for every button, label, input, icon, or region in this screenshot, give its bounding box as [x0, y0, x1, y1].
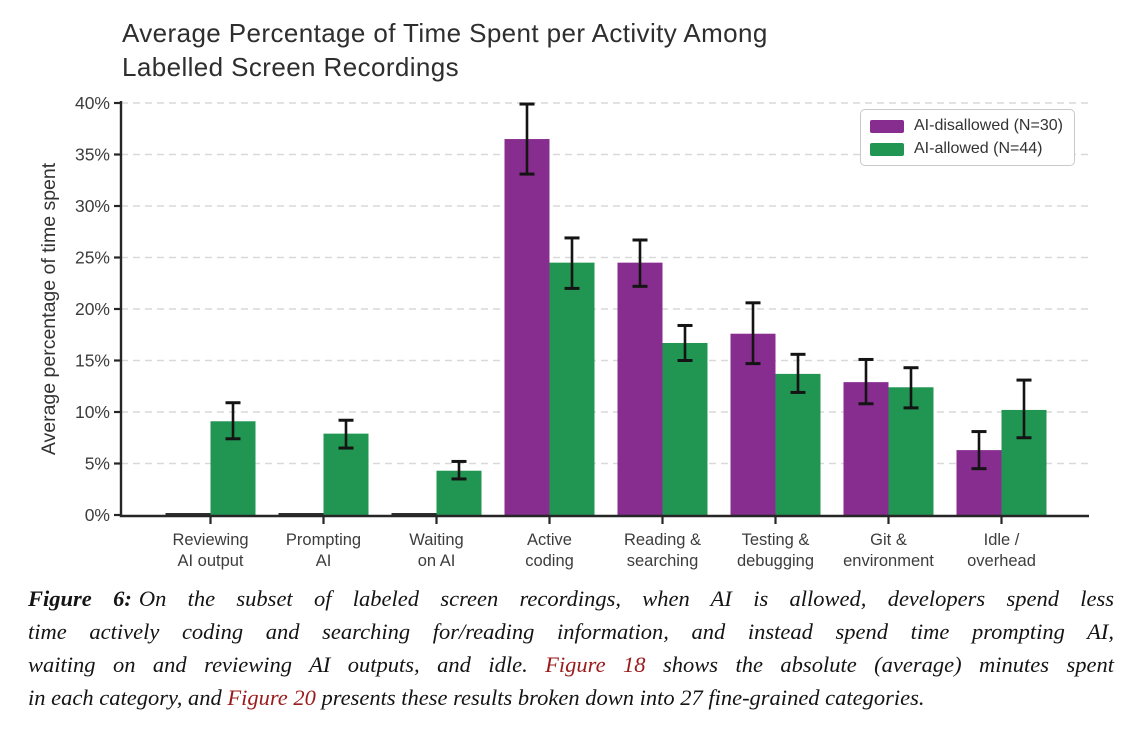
caption-text: presents these results broken down into …: [315, 685, 925, 710]
legend-label-ai-disallowed: AI-disallowed (N=30): [914, 117, 1063, 134]
y-tick-label: 20%: [75, 299, 110, 319]
caption-text: On the subset of labeled screen recordin…: [138, 586, 1115, 611]
figure-reference-link[interactable]: Figure 20: [227, 685, 316, 710]
legend-label-ai-allowed: AI-allowed (N=44): [914, 140, 1043, 157]
chart-title-line1: Average Percentage of Time Spent per Act…: [122, 18, 768, 48]
caption-text: time actively coding and searching for/r…: [28, 619, 1114, 644]
legend-item-ai-disallowed: AI-disallowed (N=30): [870, 117, 1063, 135]
x-tick-label: searching: [627, 552, 699, 570]
bar-ai-disallowed-4: [504, 139, 550, 516]
y-axis-title: Average percentage of time spent: [38, 162, 60, 455]
bar-ai-allowed-6: [775, 373, 821, 515]
caption-line-4: in each category, and Figure 20 presents…: [28, 681, 1114, 714]
caption-figure-label: Figure 6:: [28, 586, 132, 611]
bar-ai-allowed-5: [662, 342, 708, 515]
x-tick-label: AI: [316, 552, 332, 570]
x-tick-label: Reading &: [624, 531, 701, 549]
y-tick-label: 0%: [85, 505, 110, 525]
y-tick-label: 30%: [75, 196, 110, 216]
x-tick-label: environment: [843, 552, 934, 570]
caption-line-2: time actively coding and searching for/r…: [28, 615, 1114, 648]
legend-item-ai-allowed: AI-allowed (N=44): [870, 140, 1063, 158]
figure-reference-link[interactable]: Figure 18: [545, 652, 646, 677]
caption-text: in each category, and: [28, 685, 228, 710]
x-tick-label: Active: [527, 531, 572, 549]
x-tick-label: overhead: [967, 552, 1036, 570]
bar-ai-disallowed-3: [391, 513, 437, 515]
x-tick-label: Testing &: [742, 531, 810, 549]
x-tick-label: debugging: [737, 552, 814, 570]
bar-ai-disallowed-5: [617, 262, 663, 515]
x-tick-label: on AI: [418, 552, 456, 570]
y-tick-label: 25%: [75, 248, 110, 268]
bar-ai-allowed-4: [549, 262, 595, 515]
y-tick-label: 5%: [85, 454, 110, 474]
bar-ai-disallowed-1: [165, 513, 211, 515]
x-tick-label: coding: [525, 552, 574, 570]
bar-chart: 0% 5% 10% 15% 20% 25% 30% 35% 40% Reviewing AI out…: [38, 93, 1089, 570]
x-tick-label: AI output: [177, 552, 243, 570]
x-tick-label: Git &: [870, 531, 907, 549]
chart-legend: AI-disallowed (N=30) AI-allowed (N=44): [860, 109, 1075, 166]
y-tick-label: 15%: [75, 351, 110, 371]
y-tick-label: 10%: [75, 402, 110, 422]
x-tick-label: Waiting: [409, 531, 463, 549]
caption-text: shows the absolute (average) minutes spe…: [645, 652, 1115, 677]
caption-line-3: waiting on and reviewing AI outputs, and…: [28, 648, 1114, 681]
bar-ai-disallowed-2: [278, 513, 324, 515]
x-tick-label: Prompting: [286, 531, 361, 549]
caption-text: waiting on and reviewing AI outputs, and…: [28, 652, 546, 677]
y-tick-label: 40%: [75, 93, 110, 113]
figure-caption: Figure 6: On the subset of labeled screen…: [28, 582, 1114, 714]
caption-line-1: Figure 6: On the subset of labeled screen…: [28, 582, 1114, 615]
x-tick-label: Idle /: [984, 531, 1020, 549]
y-tick-label: 35%: [75, 145, 110, 165]
ai-allowed-swatch: [870, 142, 904, 156]
ai-disallowed-swatch: [870, 119, 904, 133]
chart-title: Average Percentage of Time Spent per Act…: [122, 16, 768, 84]
x-tick-label: Reviewing: [172, 531, 248, 549]
chart-title-line2: Labelled Screen Recordings: [122, 52, 460, 82]
